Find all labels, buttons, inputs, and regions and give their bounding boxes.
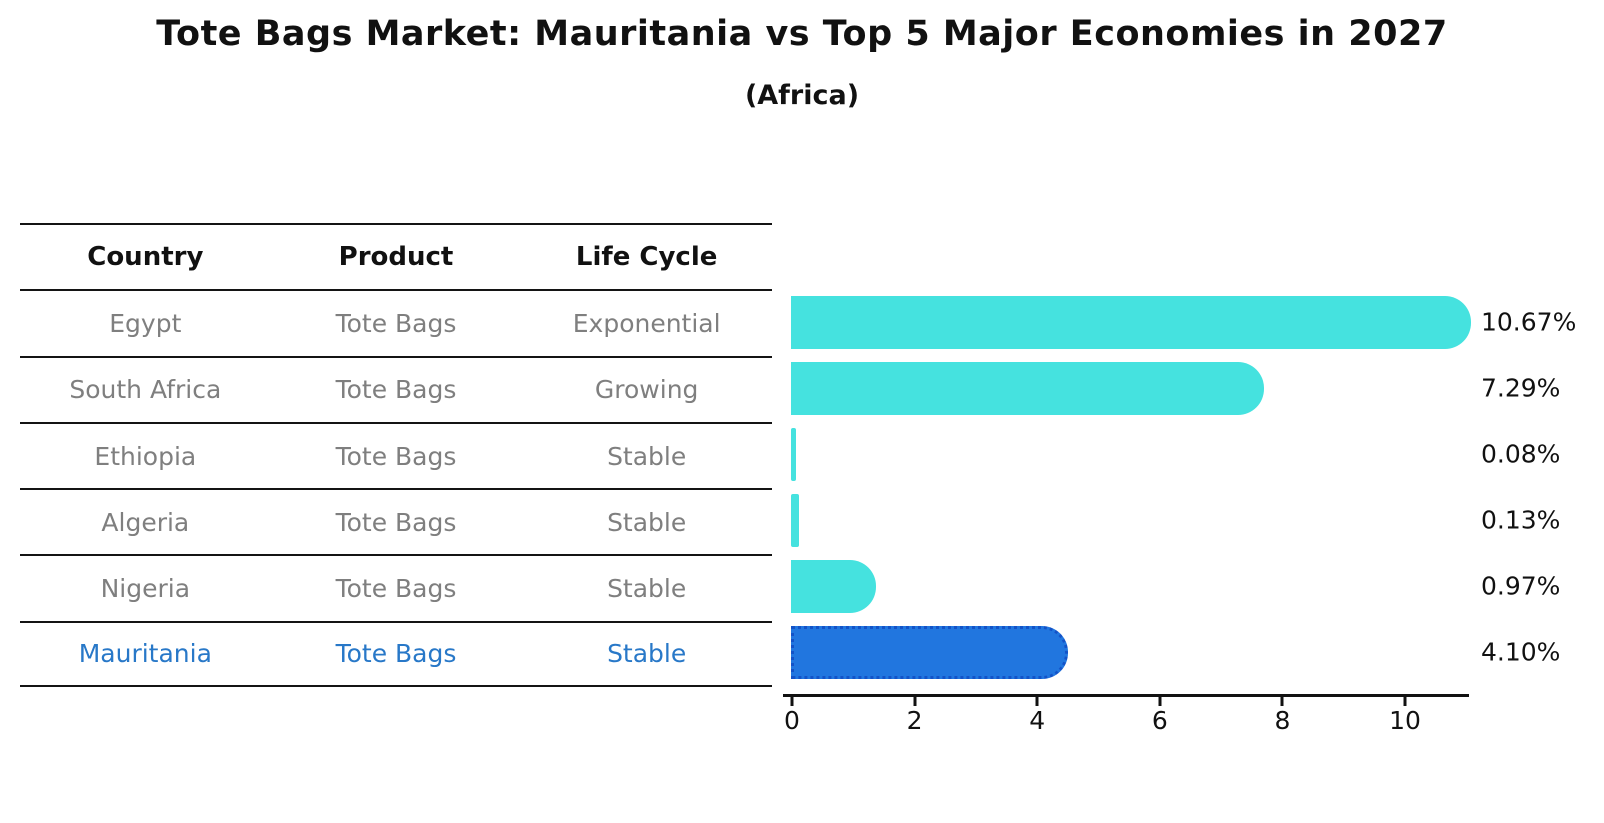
value-label-egypt: 10.67%	[1481, 307, 1577, 337]
value-label-nigeria: 0.97%	[1481, 571, 1561, 601]
bar-algeria	[791, 493, 799, 547]
x-axis-tick	[1403, 696, 1407, 706]
cell-country: Ethiopia	[94, 441, 197, 471]
value-label-south-africa: 7.29%	[1481, 373, 1561, 403]
cell-country: Algeria	[101, 507, 190, 537]
cell-product: Tote Bags	[335, 639, 457, 669]
value-label-mauritania: 4.10%	[1481, 637, 1561, 667]
x-axis-tick-label: 4	[1029, 706, 1046, 735]
table-header-row: Country Product Life Cycle	[20, 223, 772, 289]
cell-life-cycle: Growing	[594, 375, 699, 405]
cell-country: Mauritania	[78, 639, 212, 669]
cell-product: Tote Bags	[335, 375, 457, 405]
bar-egypt	[791, 295, 1472, 349]
x-axis-tick	[790, 696, 794, 706]
chart-title: Tote Bags Market: Mauritania vs Top 5 Ma…	[156, 14, 1448, 54]
column-header-product: Product	[338, 242, 454, 273]
table-row-ethiopia: Ethiopia Tote Bags Stable	[20, 421, 772, 488]
cell-life-cycle: Stable	[607, 441, 687, 471]
cell-country: Egypt	[109, 308, 182, 338]
table-row-south-africa: South Africa Tote Bags Growing	[20, 355, 772, 422]
cell-life-cycle: Stable	[607, 639, 687, 669]
value-label-ethiopia: 0.08%	[1481, 439, 1561, 469]
cell-country: Nigeria	[100, 574, 191, 604]
cell-life-cycle: Stable	[607, 574, 687, 604]
table-row-egypt: Egypt Tote Bags Exponential	[20, 289, 772, 355]
table-row-nigeria: Nigeria Tote Bags Stable	[20, 554, 772, 620]
cell-product: Tote Bags	[335, 441, 457, 471]
x-axis-tick-label: 6	[1151, 706, 1168, 735]
x-axis-line	[783, 694, 1469, 697]
bar-mauritania	[791, 625, 1069, 679]
x-axis-tick-label: 10	[1389, 706, 1421, 735]
table-row-mauritania: Mauritania Tote Bags Stable	[20, 620, 772, 688]
x-axis-tick	[1035, 696, 1039, 706]
x-axis-tick	[1280, 696, 1284, 706]
country-table: Country Product Life Cycle Egypt Tote Ba…	[20, 223, 772, 688]
bar-south-africa	[791, 361, 1264, 415]
cell-product: Tote Bags	[335, 507, 457, 537]
x-axis-tick-label: 2	[906, 706, 923, 735]
value-label-algeria: 0.13%	[1481, 505, 1561, 535]
table-row-algeria: Algeria Tote Bags Stable	[20, 488, 772, 554]
column-header-country: Country	[87, 242, 204, 273]
x-axis-tick	[1158, 696, 1162, 706]
x-axis-tick-label: 8	[1274, 706, 1291, 735]
cell-country: South Africa	[69, 375, 222, 405]
cell-product: Tote Bags	[335, 308, 457, 338]
bar-nigeria	[791, 559, 877, 613]
column-header-life-cycle: Life Cycle	[575, 242, 718, 273]
cell-life-cycle: Exponential	[572, 308, 721, 338]
bar-ethiopia	[791, 427, 796, 481]
x-axis-tick-label: 0	[784, 706, 800, 735]
x-axis-tick	[913, 696, 917, 706]
cell-product: Tote Bags	[335, 574, 457, 604]
cell-life-cycle: Stable	[607, 507, 687, 537]
chart-subtitle: (Africa)	[744, 80, 860, 111]
